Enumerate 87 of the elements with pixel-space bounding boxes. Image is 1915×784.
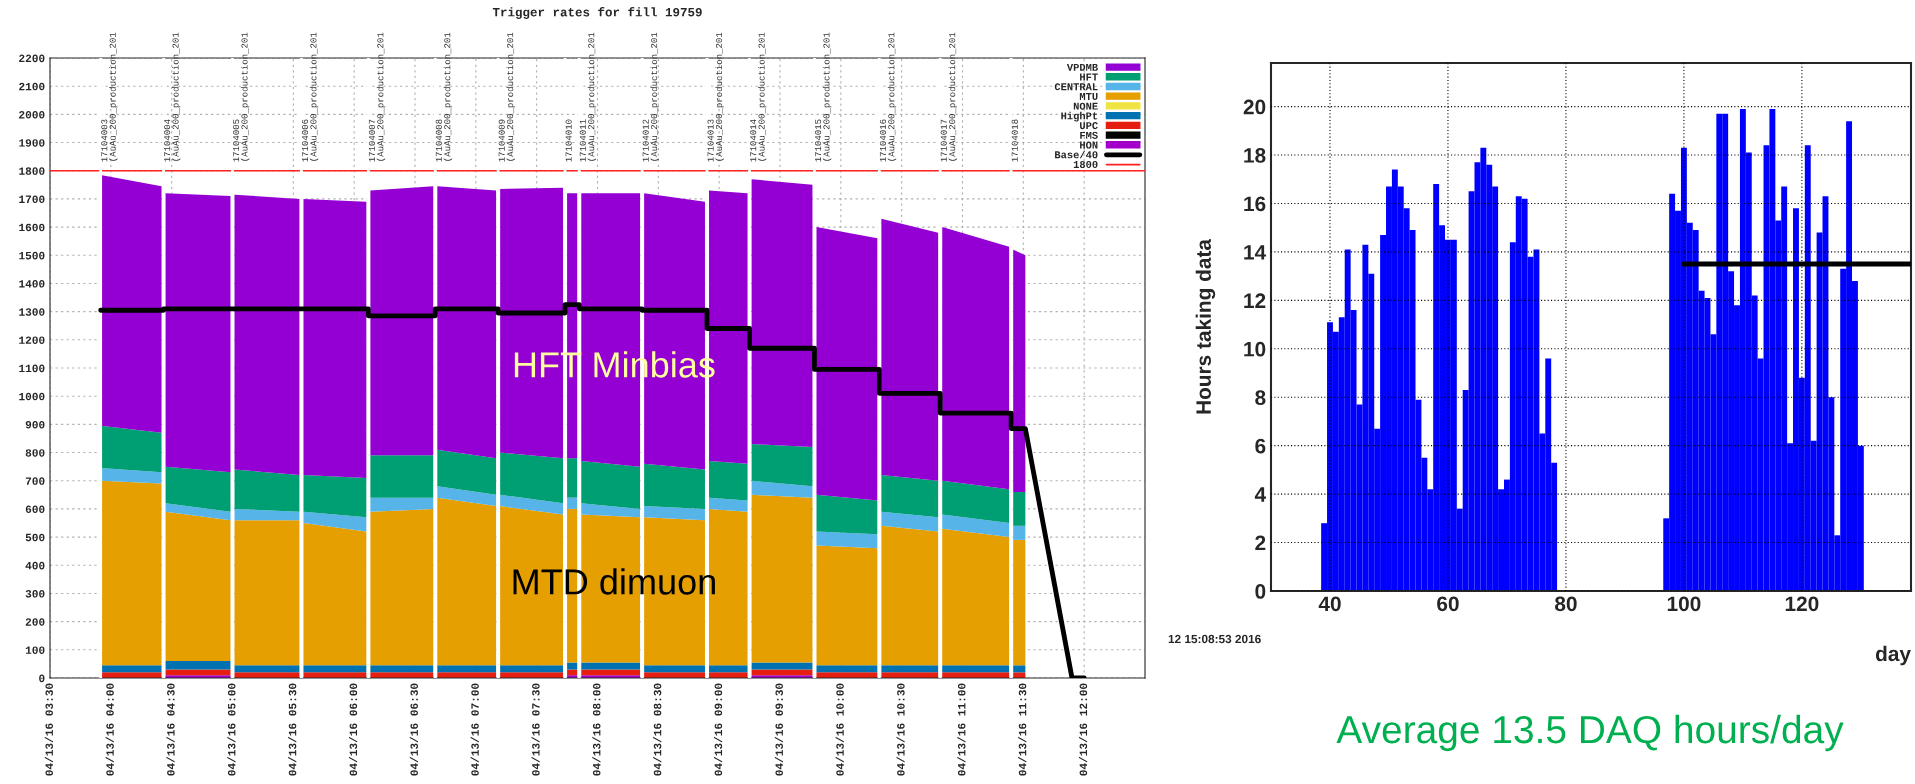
y-tick-label: 1600 [19, 223, 45, 232]
x-tick-label: 04/13/16 05:30 [288, 683, 297, 776]
y-tick-label: 1900 [19, 139, 45, 147]
y-tick-label: 1100 [19, 364, 45, 373]
ref-line-label: 17104014 (AuAu_200_production_201 [750, 32, 767, 162]
ref-line-label: 17104004 (AuAu_200_production_201 [164, 32, 181, 162]
ref-line-label: 17104006 (AuAu_200_production_201 [301, 32, 319, 162]
x-tick-label: 04/13/16 11:00 [957, 683, 966, 776]
ref-line-label: 17104003 (AuAu_200_production_201 [101, 32, 118, 162]
y-tick-label: 10 [1244, 341, 1266, 357]
y-tick-label: 0 [39, 674, 45, 683]
legend-label: NONE [1073, 102, 1098, 110]
x-tick-label: 04/13/16 03:30 [44, 683, 53, 776]
y-tick-label: 1200 [19, 336, 45, 344]
y-tick-label: 6 [1255, 438, 1266, 454]
legend-label: CENTRAL [1054, 83, 1098, 91]
legend-label: VPDMB [1066, 63, 1098, 71]
y-tick-label: 4 [1254, 487, 1267, 502]
y-tick-label: 400 [25, 561, 45, 570]
y-tick-label: 200 [25, 618, 45, 626]
x-tick-label: 120 [1785, 596, 1819, 612]
legend-label: FMS [1080, 131, 1098, 139]
y-tick-label: 100 [25, 646, 45, 654]
x-tick-label: 04/13/16 12:00 [1078, 683, 1088, 776]
y-tick-label: 8 [1255, 390, 1266, 405]
legend-label: HON [1080, 141, 1098, 149]
ref-line-label: 17104009 (AuAu_200_production_201 [498, 32, 515, 162]
y-tick-label: 2000 [19, 110, 45, 119]
y-tick-label: 500 [25, 533, 45, 542]
ref-line-label: 17104010 [565, 119, 572, 162]
y-tick-label: 1000 [19, 392, 45, 401]
y-tick-label: 600 [25, 505, 45, 514]
y-tick-label: 20 [1243, 99, 1266, 115]
y-tick-label: 2100 [19, 82, 45, 91]
x-tick-label: 60 [1437, 596, 1459, 612]
ref-line-label: 17104007 (AuAu_200_production_201 [368, 32, 386, 162]
chart-title: Trigger rates for fill 19759 [492, 7, 702, 19]
text: Average 13.5 DAQ hours/day [1336, 714, 1844, 752]
x-tick-label: 04/13/16 10:00 [835, 683, 844, 776]
ref-line-label: 17104011 (AuAu_200_production_201 [579, 32, 597, 162]
x-tick-label: 04/13/16 06:00 [348, 683, 358, 776]
x-tick-label: 100 [1667, 596, 1701, 612]
ref-line-label: 1800 [1073, 160, 1098, 169]
y-tick-label: 12 [1244, 293, 1266, 308]
y-tick-label: 18 [1244, 148, 1266, 163]
ref-line-label: 17104018 [1011, 119, 1018, 162]
x-tick-label: 04/13/16 05:00 [227, 683, 236, 776]
line-series [98, 302, 1087, 678]
ref-line-label: 17104015 (AuAu_200_production_201 [814, 32, 832, 162]
y-tick-label: 1300 [19, 308, 45, 316]
x-tick-label: 04/13/16 10:30 [896, 683, 905, 776]
x-tick-label: 04/13/16 09:00 [713, 683, 723, 776]
y-tick-label: 14 [1244, 245, 1267, 260]
x-tick-label: 40 [1318, 596, 1341, 612]
y-tick-label: 900 [25, 420, 45, 429]
y-tick-label: 2 [1255, 535, 1266, 551]
y-axis-title: Hours taking data [1195, 238, 1216, 414]
x-tick-label: 04/13/16 06:30 [409, 683, 418, 776]
y-tick-label: 2200 [19, 54, 45, 63]
ref-line-label: 17104012 (AuAu_200_production_201 [642, 32, 659, 162]
x-tick-label: 04/13/16 07:00 [470, 683, 479, 776]
x-axis-title: day [1875, 645, 1911, 666]
y-tick-label: 300 [25, 590, 45, 598]
y-tick-label: 800 [25, 449, 45, 457]
x-tick-label: 04/13/16 04:00 [105, 683, 114, 776]
legend-label: UPC [1080, 122, 1098, 130]
legend-label: MTU [1079, 93, 1098, 100]
x-tick-label: 04/13/16 09:30 [774, 683, 783, 776]
y-tick-label: 1800 [19, 167, 45, 175]
y-tick-label: 1700 [19, 195, 45, 204]
x-tick-label: 80 [1555, 596, 1577, 612]
text: 12 15:08:53 2016 [1168, 634, 1261, 644]
y-tick-label: 700 [25, 477, 45, 485]
ref-line-label: 17104005 (AuAu_200_production_201 [233, 32, 250, 162]
x-tick-label: 04/13/16 08:30 [653, 683, 662, 776]
y-tick-label: 0 [1255, 584, 1266, 599]
y-tick-label: 16 [1244, 196, 1266, 212]
x-tick-label: 04/13/16 04:30 [166, 683, 175, 776]
ref-line-label: 17104017 (AuAu_200_production_201 [940, 32, 958, 162]
legend-label: HighPt [1061, 111, 1098, 122]
legend-label: HFT [1080, 73, 1098, 81]
x-tick-label: 04/13/16 07:30 [531, 683, 540, 776]
y-tick-label: 1500 [19, 251, 45, 260]
y-tick-label: 1400 [19, 280, 45, 288]
x-tick-label: 04/13/16 08:00 [592, 683, 601, 776]
legend-label: Base/40 [1055, 150, 1098, 159]
x-tick-label: 04/13/16 11:30 [1018, 683, 1027, 776]
